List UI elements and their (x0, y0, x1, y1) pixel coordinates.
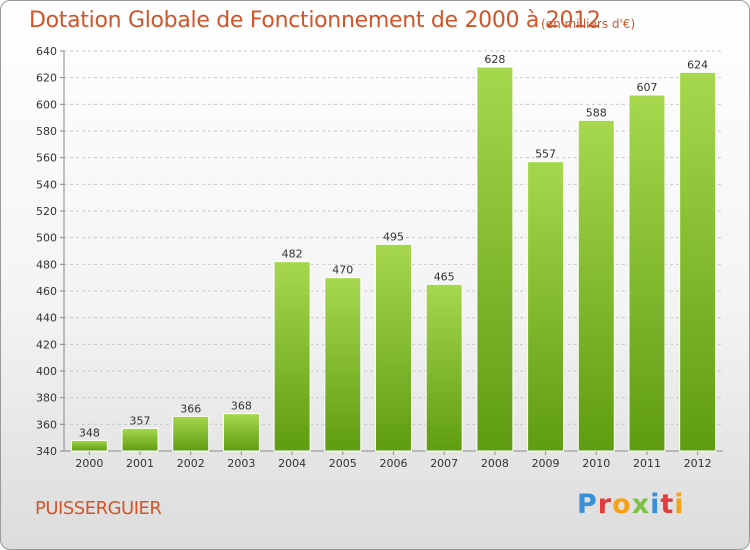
data-label: 628 (484, 53, 505, 66)
x-tick-label: 2012 (684, 457, 712, 470)
chart-unit: (en milliers d'€) (541, 17, 636, 31)
y-tick-label: 460 (36, 285, 57, 298)
data-label: 470 (332, 264, 353, 277)
bar-2000 (70, 439, 108, 452)
chart-title: Dotation Globale de Fonctionnement de 20… (29, 8, 601, 33)
y-tick-label: 600 (36, 98, 57, 111)
x-tick-label: 2006 (380, 457, 408, 470)
bar-2002 (172, 415, 210, 452)
x-tick-label: 2007 (430, 457, 458, 470)
data-label: 588 (586, 106, 607, 119)
y-tick-label: 440 (36, 312, 57, 325)
bar-2008 (476, 66, 514, 452)
y-tick-label: 540 (36, 178, 57, 191)
proxiti-logo: Proxiti (577, 489, 685, 520)
x-tick-label: 2011 (633, 457, 661, 470)
x-tick-label: 2001 (126, 457, 154, 470)
y-tick-label: 620 (36, 72, 57, 85)
y-tick-label: 340 (36, 445, 57, 458)
bar-2001 (121, 427, 159, 452)
logo-letter: t (660, 489, 675, 520)
bar-2003 (222, 413, 260, 452)
y-tick-label: 400 (36, 365, 57, 378)
y-tick-label: 380 (36, 392, 57, 405)
bar-2009 (527, 161, 565, 452)
data-label: 366 (180, 402, 201, 415)
bar-2007 (425, 283, 463, 452)
y-tick-label: 640 (36, 45, 57, 58)
x-tick-label: 2008 (481, 457, 509, 470)
x-tick-label: 2003 (227, 457, 255, 470)
y-tick-label: 520 (36, 205, 57, 218)
data-label: 624 (687, 58, 708, 71)
y-tick-label: 580 (36, 125, 57, 138)
commune-name: PUISSERGUIER (35, 498, 162, 519)
x-tick-label: 2000 (75, 457, 103, 470)
logo-letter: i (650, 489, 661, 520)
y-tick-label: 480 (36, 258, 57, 271)
data-label: 482 (282, 248, 303, 261)
x-tick-label: 2009 (532, 457, 560, 470)
logo-letter: P (577, 489, 598, 520)
data-label: 368 (231, 400, 252, 413)
x-tick-label: 2002 (177, 457, 205, 470)
x-tick-label: 2005 (329, 457, 357, 470)
x-tick-label: 2010 (582, 457, 610, 470)
labels: 340 360 380 400 420 440 460 480 500 520 540 560 580 6… (36, 45, 712, 470)
logo-letter: i (674, 489, 685, 520)
logo-letter: r (597, 489, 613, 520)
logo-letter: x (631, 489, 651, 520)
data-label: 357 (130, 414, 151, 427)
y-tick-label: 420 (36, 338, 57, 351)
y-tick-label: 500 (36, 232, 57, 245)
bar-2012 (679, 71, 717, 452)
logo-letter: o (612, 489, 632, 520)
y-tick-label: 560 (36, 152, 57, 165)
bar-2011 (628, 94, 666, 452)
bar-2004 (273, 261, 311, 452)
data-label: 348 (79, 426, 100, 439)
data-label: 495 (383, 230, 404, 243)
bar-2006 (375, 243, 412, 452)
data-label: 465 (434, 270, 455, 283)
data-label: 557 (535, 148, 556, 161)
y-tick-label: 360 (36, 418, 57, 431)
data-label: 607 (636, 81, 657, 94)
x-tick-label: 2004 (278, 457, 306, 470)
bars (70, 66, 717, 452)
bar-2005 (324, 277, 362, 452)
bar-2010 (577, 119, 615, 452)
